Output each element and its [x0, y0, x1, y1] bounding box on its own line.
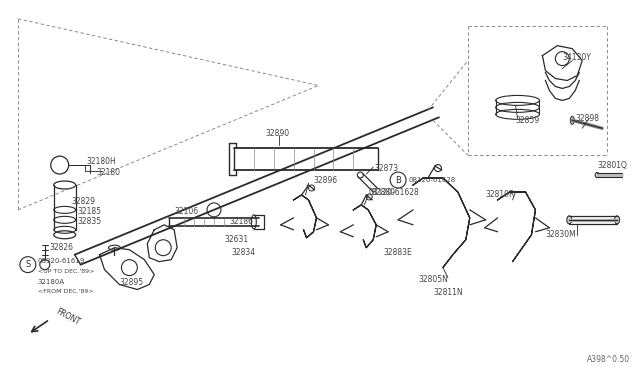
Text: S: S — [25, 260, 31, 269]
Text: 32106: 32106 — [174, 207, 198, 217]
Text: 32834: 32834 — [232, 248, 256, 257]
Text: 32186: 32186 — [229, 217, 253, 226]
Text: 32898: 32898 — [575, 114, 599, 123]
Text: 08120-61628: 08120-61628 — [408, 177, 455, 183]
Circle shape — [390, 172, 406, 188]
Text: 32895: 32895 — [120, 278, 143, 287]
Text: 32830M: 32830M — [545, 230, 576, 239]
Text: 32835: 32835 — [77, 217, 102, 226]
Text: 32819R: 32819R — [486, 190, 515, 199]
Text: 32180: 32180 — [97, 167, 120, 177]
Text: 32180A: 32180A — [38, 279, 65, 285]
Text: 32805N: 32805N — [418, 275, 448, 284]
Text: <FROM DEC.'89>: <FROM DEC.'89> — [38, 289, 93, 294]
Text: A398^0.50: A398^0.50 — [588, 355, 630, 364]
Text: 32185: 32185 — [77, 207, 102, 217]
Ellipse shape — [570, 116, 574, 124]
Text: 32896: 32896 — [314, 176, 338, 185]
Text: FRONT: FRONT — [55, 307, 82, 327]
Text: 08120-61628: 08120-61628 — [368, 189, 419, 198]
Text: 34130Y: 34130Y — [563, 53, 591, 62]
Text: 32883E: 32883E — [383, 248, 412, 257]
Text: 32859: 32859 — [516, 116, 540, 125]
Text: 32873: 32873 — [374, 164, 398, 173]
Text: <UP TO DEC.'89>: <UP TO DEC.'89> — [38, 269, 94, 274]
Circle shape — [20, 257, 36, 273]
Text: 32829: 32829 — [72, 198, 95, 206]
Text: B: B — [395, 176, 401, 185]
Text: 32811N: 32811N — [433, 288, 463, 297]
Text: 32180H: 32180H — [86, 157, 116, 166]
Text: 32631: 32631 — [224, 235, 248, 244]
Ellipse shape — [567, 216, 572, 224]
Text: 08320-61619: 08320-61619 — [38, 258, 85, 264]
Text: 32890: 32890 — [266, 129, 290, 138]
Text: 32880: 32880 — [371, 189, 396, 198]
Ellipse shape — [614, 216, 620, 224]
Text: 32801Q: 32801Q — [597, 161, 627, 170]
Text: 32826: 32826 — [50, 243, 74, 252]
